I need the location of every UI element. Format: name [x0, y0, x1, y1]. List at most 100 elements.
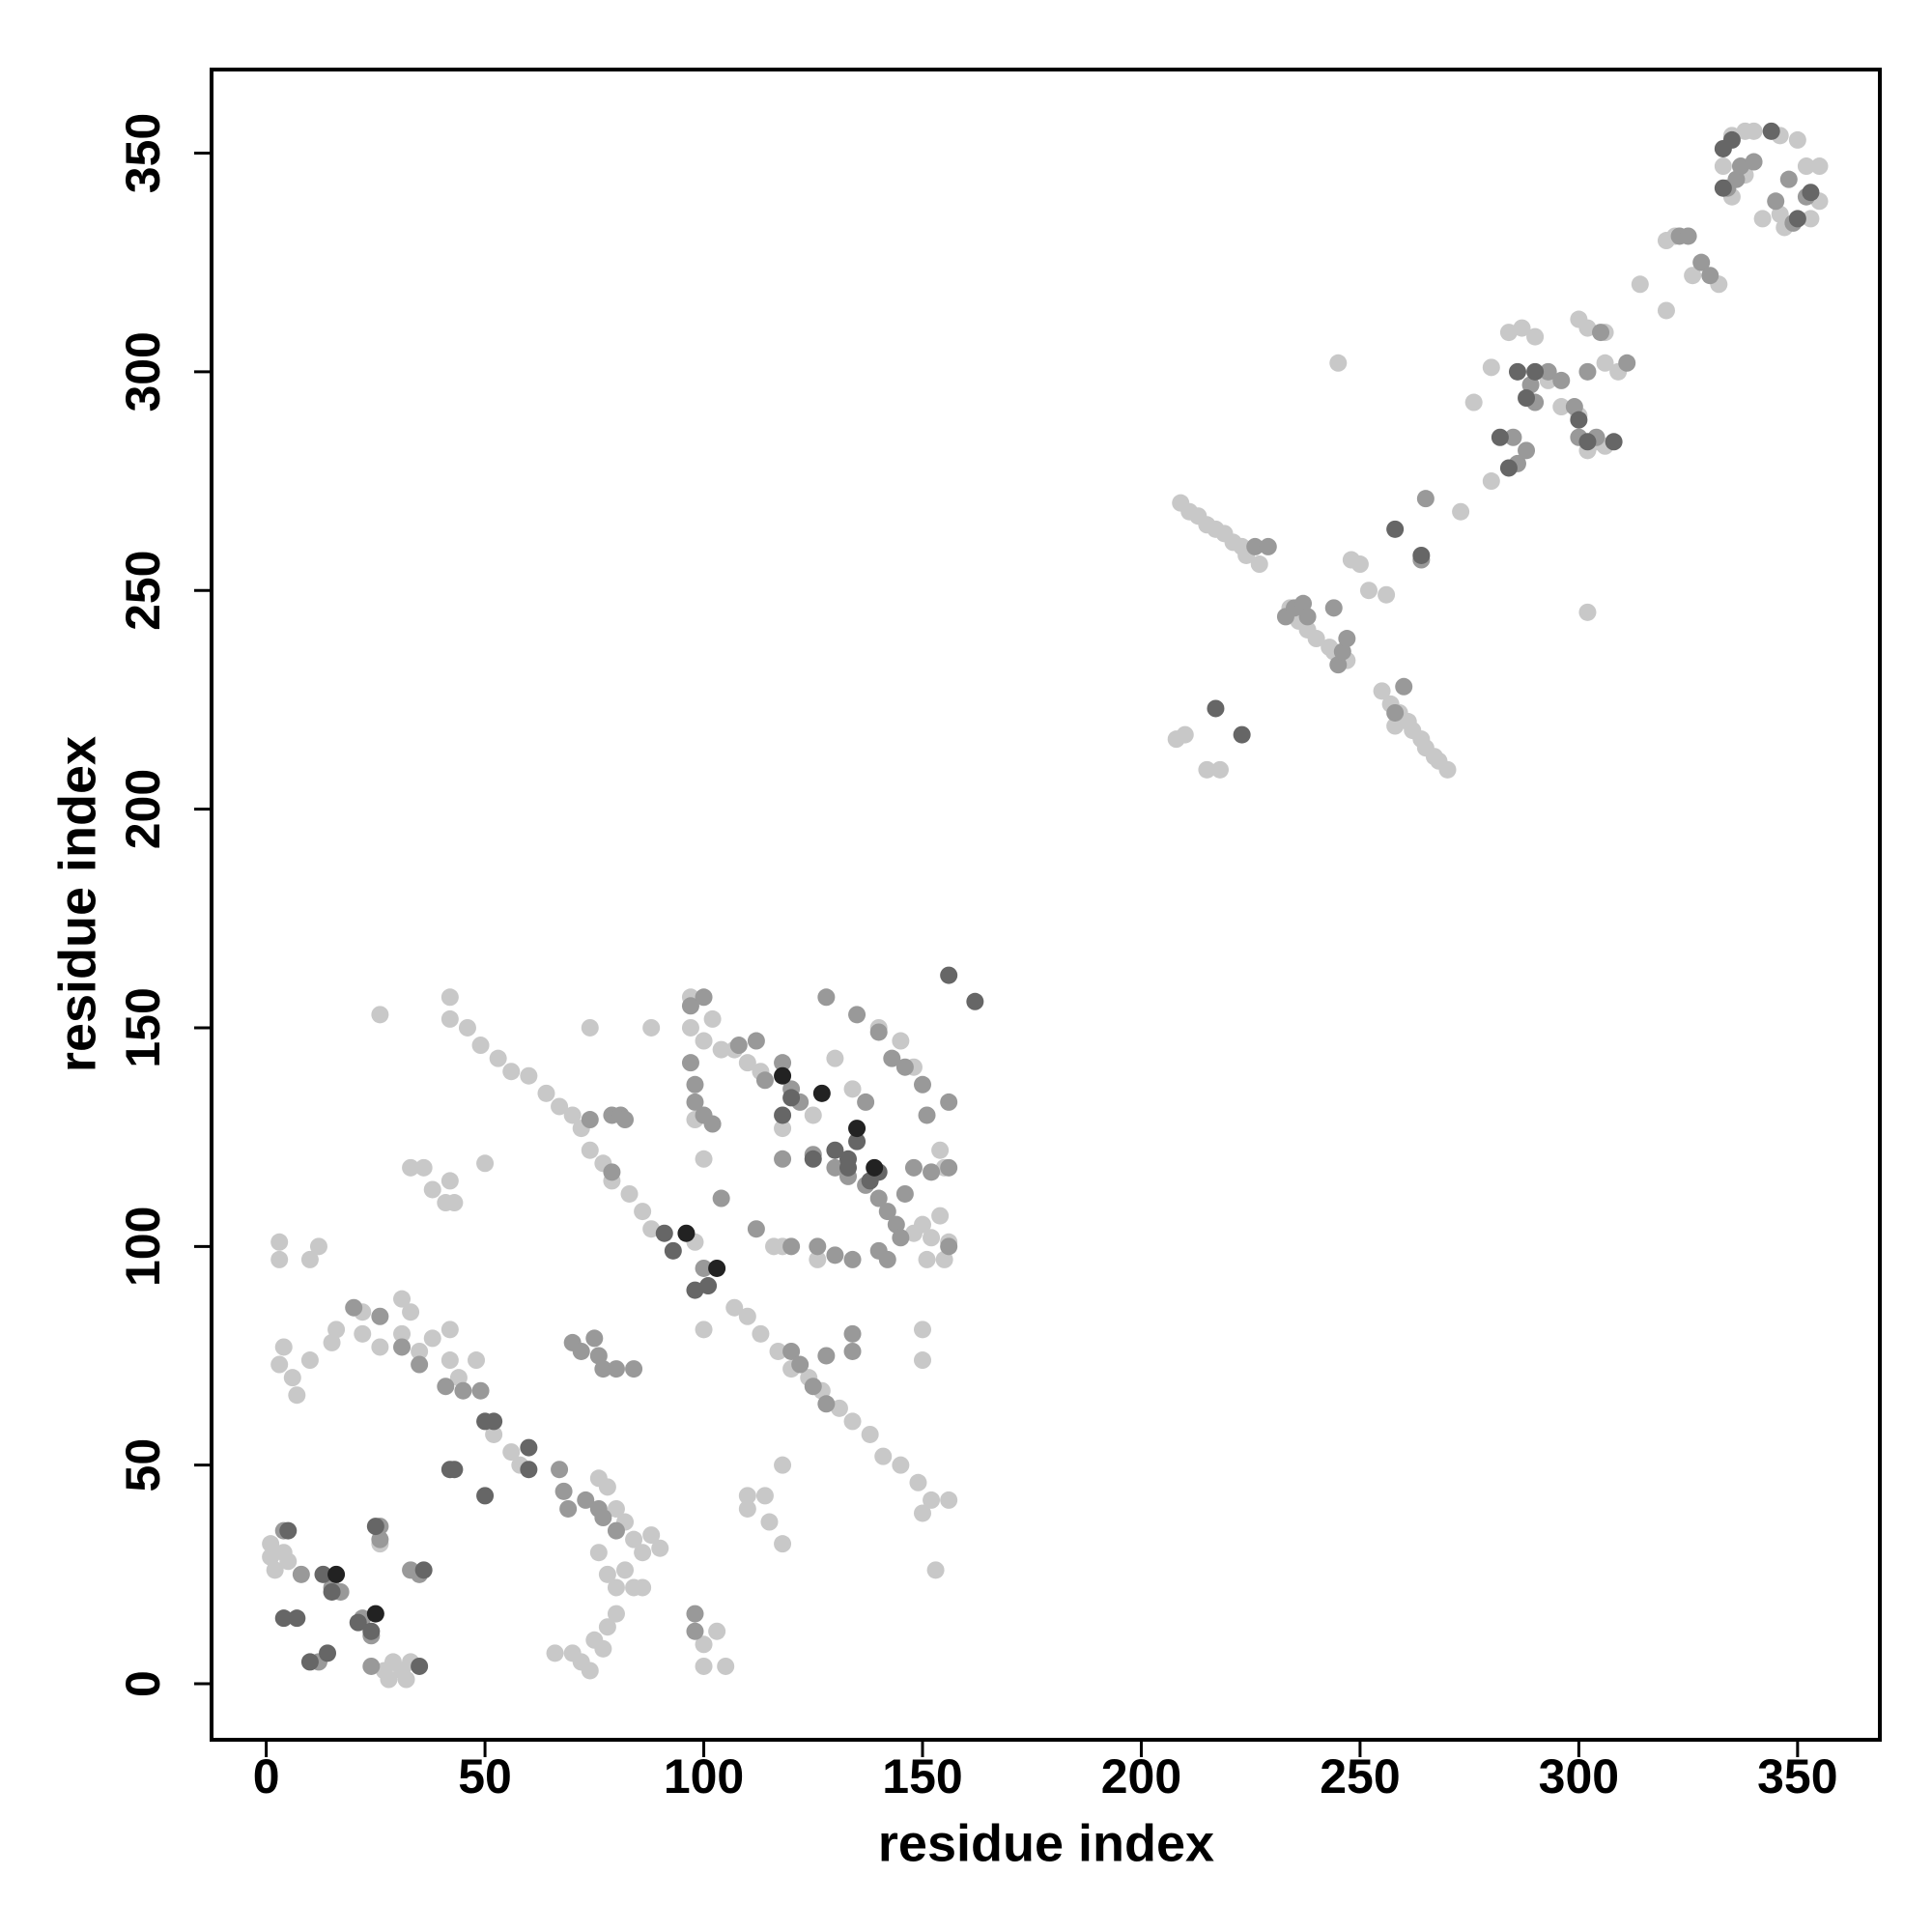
contact-point [1294, 594, 1313, 612]
contact-point [300, 1653, 319, 1671]
contact-point [1504, 428, 1522, 446]
contact-point [607, 1521, 625, 1540]
contact-point [1513, 319, 1531, 337]
contact-point [1412, 546, 1431, 564]
contact-point [839, 1158, 858, 1177]
contact-point [1753, 210, 1772, 228]
contact-point [1684, 267, 1702, 285]
contact-point [774, 1106, 792, 1124]
contact-point [774, 1054, 792, 1072]
contact-point [1631, 275, 1649, 294]
contact-point [323, 1333, 341, 1351]
contact-point [283, 1369, 301, 1387]
contact-point [642, 1018, 661, 1037]
contact-point [1518, 441, 1536, 460]
contact-point [878, 1203, 896, 1221]
contact-point [1250, 555, 1268, 574]
contact-point [686, 1281, 704, 1299]
contact-point [554, 1482, 573, 1500]
contact-point [804, 1106, 822, 1124]
contact-point [607, 1578, 625, 1597]
contact-point [471, 1037, 490, 1055]
contact-point [1395, 677, 1413, 696]
contact-point [1592, 324, 1610, 342]
contact-point [440, 1009, 459, 1028]
contact-point [923, 1163, 941, 1181]
contact-point [454, 1381, 472, 1400]
contact-point [354, 1324, 372, 1343]
contact-point [843, 1412, 862, 1431]
contact-point [1596, 354, 1614, 372]
contact-point [1499, 459, 1518, 477]
contact-point [625, 1530, 643, 1548]
contact-point [738, 1487, 756, 1505]
contact-point [1464, 393, 1483, 412]
contact-point [1552, 398, 1571, 416]
contact-point [966, 992, 984, 1010]
contact-point [817, 988, 836, 1007]
contact-point [440, 988, 459, 1007]
x-tick-label: 350 [1757, 1749, 1837, 1804]
contact-point [760, 1513, 779, 1531]
contact-point [414, 1158, 433, 1177]
contact-point [1802, 184, 1820, 202]
contact-point [1329, 354, 1348, 372]
contact-point [1246, 537, 1264, 555]
contact-point [1767, 192, 1785, 211]
contact-point [695, 1259, 713, 1277]
contact-point [883, 1049, 901, 1067]
contact-point [817, 1347, 836, 1365]
contact-point [1810, 157, 1829, 176]
contact-point [774, 1066, 792, 1085]
contact-point [774, 1456, 792, 1474]
y-tick-label: 250 [116, 550, 170, 630]
contact-point [826, 1141, 844, 1159]
contact-point [765, 1237, 783, 1256]
contact-point [270, 1233, 289, 1251]
contact-point [1438, 760, 1457, 779]
contact-point [546, 1644, 564, 1662]
contact-point [616, 1561, 635, 1579]
contact-point [520, 1461, 538, 1479]
contact-point [817, 1395, 836, 1413]
contact-point [581, 1111, 599, 1129]
contact-point [1508, 362, 1526, 381]
contact-point [804, 1150, 822, 1168]
x-tick-label: 50 [458, 1749, 512, 1804]
contact-point [440, 1351, 459, 1370]
contact-point [397, 1670, 415, 1689]
contact-point [581, 1662, 599, 1680]
contact-point [1307, 630, 1325, 648]
contact-point [411, 1342, 429, 1360]
contact-point [577, 1491, 595, 1509]
contact-point [774, 1535, 792, 1553]
contact-point [1259, 537, 1277, 555]
contact-point [869, 1241, 888, 1260]
contact-point [262, 1535, 280, 1553]
contact-point [747, 1220, 765, 1238]
contact-point [476, 1487, 495, 1505]
contact-point [616, 1111, 635, 1129]
contact-point [738, 1054, 756, 1072]
contact-point [1333, 642, 1351, 661]
contact-point [411, 1657, 429, 1675]
contact-point [1745, 153, 1763, 171]
contact-point [738, 1307, 756, 1325]
axes: 0 50 100 150 200 250 300 350 0 50 100 150 200 250 300 3… [116, 113, 1837, 1804]
contact-point [708, 1622, 726, 1640]
contact-point [551, 1461, 569, 1479]
contact-point [1359, 582, 1378, 600]
contact-point [1491, 428, 1509, 446]
contact-point [752, 1324, 770, 1343]
contact-point [423, 1329, 441, 1348]
contact-point [1771, 205, 1789, 223]
contact-point [869, 1189, 888, 1208]
contact-point [393, 1290, 412, 1308]
contact-point [371, 1338, 389, 1356]
contact-point [940, 1237, 958, 1256]
y-axis-label: residue index [48, 736, 106, 1072]
contact-point [826, 1246, 844, 1264]
contact-point [445, 1461, 464, 1479]
contact-point [366, 1605, 384, 1623]
contact-point [366, 1518, 384, 1536]
